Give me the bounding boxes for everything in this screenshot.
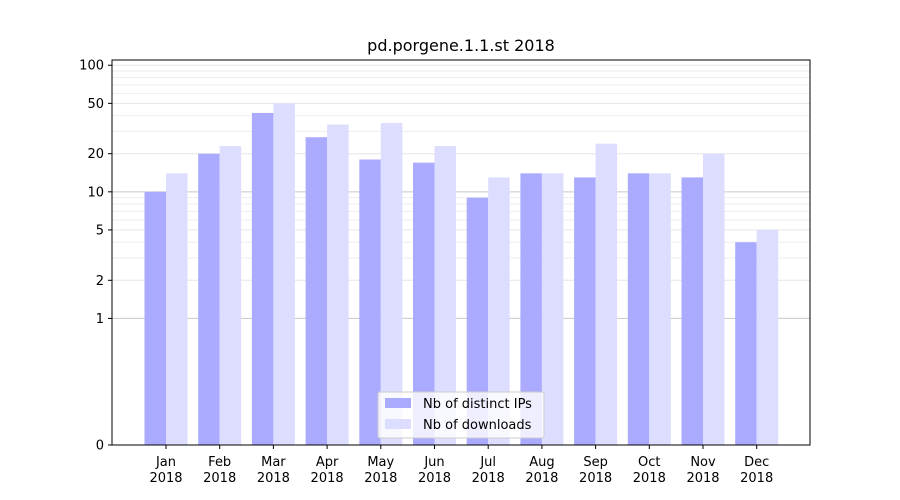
- bar-distinct-ips: [574, 177, 596, 446]
- legend-box: [377, 391, 545, 439]
- bar-distinct-ips: [359, 159, 381, 445]
- x-tick-label: Aug 2018: [525, 455, 558, 486]
- bar-downloads: [756, 229, 779, 445]
- bar-downloads: [219, 146, 242, 445]
- x-tick-label: May 2018: [364, 455, 397, 486]
- y-tick-label: 5: [96, 223, 104, 238]
- bar-downloads: [541, 173, 564, 445]
- x-tick-label: Jul 2018: [472, 455, 505, 486]
- x-tick-label: Mar 2018: [257, 455, 290, 486]
- chart-title: pd.porgene.1.1.st 2018: [367, 36, 555, 55]
- bar-downloads: [703, 153, 725, 446]
- legend-label-ips: Nb of distinct IPs: [423, 397, 532, 412]
- x-tick-label: Oct 2018: [633, 455, 666, 486]
- bar-downloads: [327, 124, 349, 445]
- y-tick-label: 2: [96, 274, 104, 289]
- legend-label-downloads: Nb of downloads: [423, 418, 532, 433]
- legend-swatch-downloads: [385, 419, 411, 429]
- y-tick-label: 50: [87, 97, 104, 112]
- x-axis: Jan 2018 Feb 2018 Mar 2018 Apr 2018 May 2018 Jun 20…: [149, 445, 773, 486]
- bar-distinct-ips: [198, 153, 220, 446]
- legend-swatch-ips: [385, 398, 411, 408]
- bars: [144, 103, 779, 446]
- bar-distinct-ips: [251, 112, 274, 446]
- bar-downloads: [649, 173, 671, 445]
- x-tick-label: Apr 2018: [311, 455, 344, 486]
- bar-downloads: [434, 146, 456, 445]
- x-tick-label: Nov 2018: [686, 455, 719, 486]
- y-tick-label: 10: [87, 185, 104, 200]
- y-tick-label: 20: [87, 147, 104, 162]
- bar-downloads: [380, 122, 403, 445]
- bar-distinct-ips: [305, 137, 328, 446]
- y-tick-label: 100: [79, 59, 104, 74]
- bar-distinct-ips: [735, 242, 757, 445]
- bar-distinct-ips: [627, 173, 650, 445]
- y-tick-label: 0: [96, 439, 104, 454]
- bar-distinct-ips: [520, 173, 542, 445]
- bar-distinct-ips: [144, 191, 166, 445]
- plot-frame: [111, 59, 811, 446]
- bar-distinct-ips: [681, 177, 703, 446]
- x-tick-label: Sep 2018: [579, 455, 612, 486]
- x-tick-label: Jan 2018: [149, 455, 182, 486]
- x-tick-label: Jun 2018: [418, 455, 451, 486]
- bar-downloads: [488, 177, 510, 446]
- y-tick-label: 1: [96, 312, 104, 327]
- bar-downloads: [273, 103, 295, 445]
- bar-downloads: [595, 143, 618, 445]
- bar-distinct-ips: [413, 162, 435, 445]
- x-tick-label: Dec 2018: [740, 455, 773, 486]
- x-tick-label: Feb 2018: [203, 455, 236, 486]
- bar-distinct-ips: [466, 197, 489, 445]
- legend: Nb of distinct IPs Nb of downloads: [377, 391, 545, 439]
- y-axis: 0 1 2 5 10 20 50 100: [79, 59, 112, 454]
- bar-downloads: [166, 173, 188, 445]
